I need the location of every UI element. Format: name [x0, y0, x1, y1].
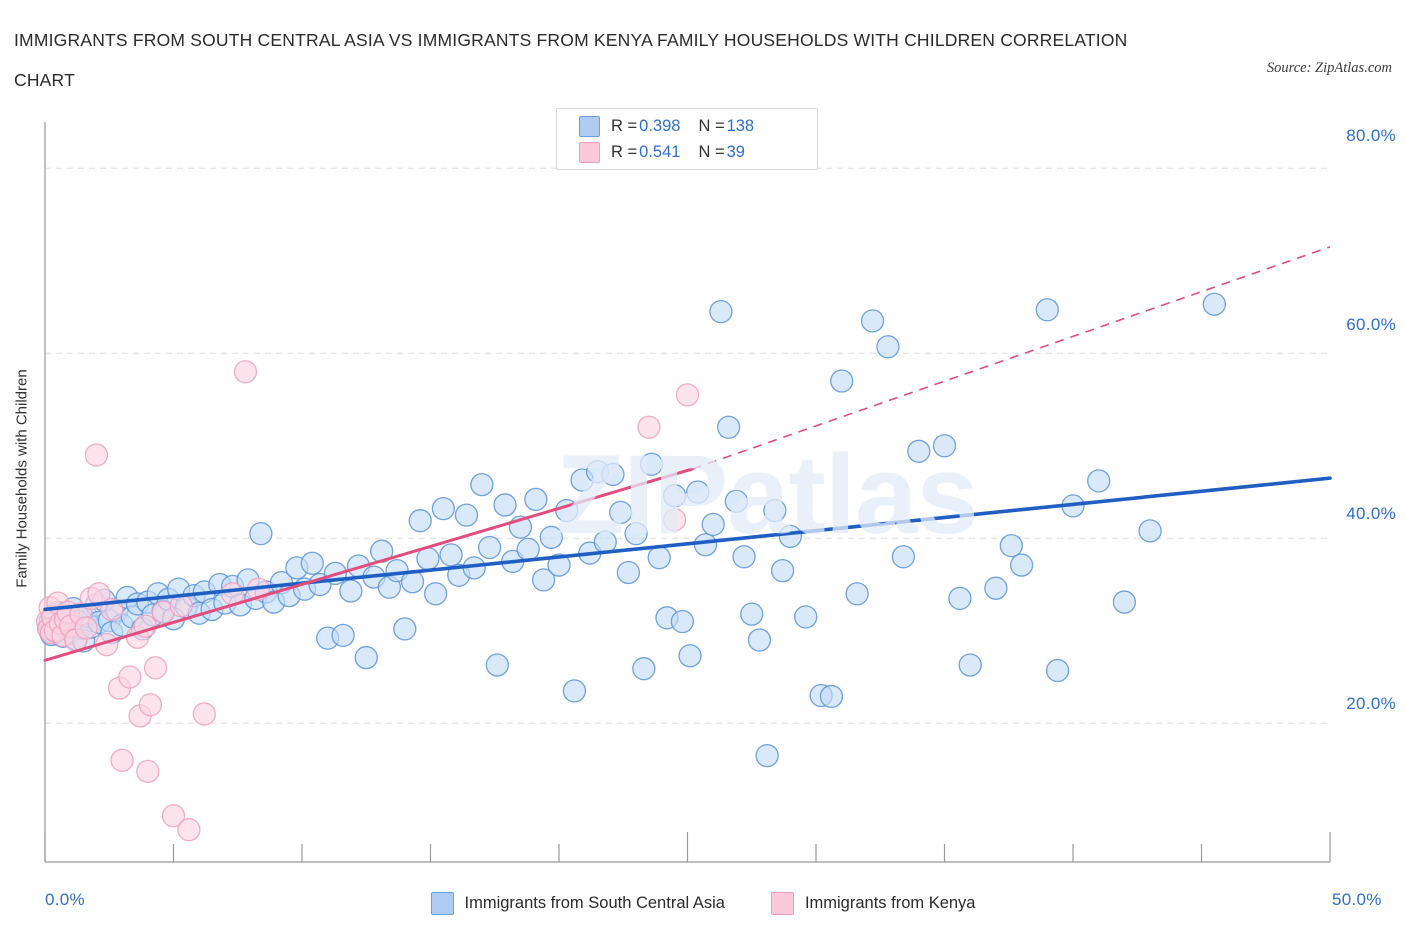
y-tick-80: 80.0% — [1346, 126, 1396, 145]
r-label-blue: R = — [611, 116, 638, 135]
n-value-pink: 39 — [726, 142, 745, 161]
x-axis-ticks — [44, 832, 1331, 862]
x-tick-50: 50.0% — [1332, 890, 1382, 909]
n-label-pink: N = — [698, 142, 725, 161]
page-title: IMMIGRANTS FROM SOUTH CENTRAL ASIA VS IM… — [14, 30, 1128, 90]
trendlines — [43, 246, 1332, 662]
legend-swatch-pink-icon — [579, 141, 600, 163]
y-tick-60: 60.0% — [1346, 315, 1396, 334]
legend-swatch-blue-icon — [579, 115, 600, 137]
y-axis-label: Family Households with Children — [13, 369, 31, 588]
legend-item-south-central-asia[interactable]: Immigrants from South Central Asia — [430, 891, 725, 915]
legend-item-kenya[interactable]: Immigrants from Kenya — [770, 891, 976, 915]
legend-swatch-south-central-asia-icon — [430, 891, 454, 915]
r-label-pink: R = — [611, 142, 638, 161]
y-tick-40: 40.0% — [1346, 504, 1396, 523]
stats-legend-row-pink: R = 0.541 N = 39 — [557, 139, 817, 165]
r-value-pink: 0.541 — [639, 142, 681, 161]
r-value-blue: 0.398 — [639, 116, 681, 135]
legend-swatch-kenya-icon — [770, 891, 794, 915]
legend-label-kenya: Immigrants from Kenya — [804, 893, 976, 912]
n-value-blue: 138 — [726, 116, 755, 135]
gridlines — [45, 167, 1330, 724]
stats-legend: R = 0.398 N = 138 R = 0.541 N = 39 — [556, 108, 818, 170]
source-label: Source: ZipAtlas.com — [1266, 60, 1392, 76]
x-tick-0: 0.0% — [45, 890, 85, 909]
series-legend: Immigrants from South Central Asia Immig… — [0, 886, 1406, 920]
stats-legend-row-blue: R = 0.398 N = 138 — [557, 113, 817, 139]
legend-label-south-central-asia: Immigrants from South Central Asia — [464, 893, 725, 912]
y-tick-20: 20.0% — [1346, 694, 1396, 713]
series-points-south-central-asia — [37, 292, 1226, 768]
n-label-blue: N = — [698, 116, 725, 135]
